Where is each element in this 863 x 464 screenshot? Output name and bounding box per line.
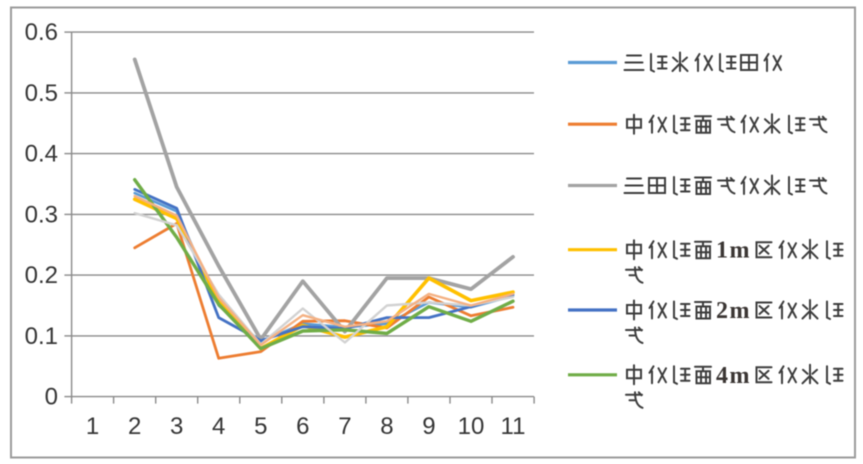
svg-text:6: 6 <box>296 413 309 440</box>
svg-text:9: 9 <box>422 413 435 440</box>
svg-text:3: 3 <box>170 413 183 440</box>
svg-text:0.4: 0.4 <box>25 141 58 168</box>
svg-text:5: 5 <box>254 413 267 440</box>
svg-text:0.1: 0.1 <box>25 323 58 350</box>
svg-text:2m: 2m <box>716 298 751 324</box>
svg-text:0.2: 0.2 <box>25 262 58 289</box>
svg-text:0.3: 0.3 <box>25 201 58 228</box>
svg-text:4m: 4m <box>716 363 751 389</box>
svg-text:1m: 1m <box>716 238 751 264</box>
svg-text:0.5: 0.5 <box>25 80 58 107</box>
svg-text:1: 1 <box>86 413 99 440</box>
svg-text:8: 8 <box>380 413 393 440</box>
svg-text:4: 4 <box>212 413 225 440</box>
svg-text:7: 7 <box>338 413 351 440</box>
svg-text:0: 0 <box>45 384 58 411</box>
svg-text:10: 10 <box>458 413 485 440</box>
svg-text:0.6: 0.6 <box>25 19 58 46</box>
svg-text:2: 2 <box>128 413 141 440</box>
svg-text:11: 11 <box>501 413 526 440</box>
